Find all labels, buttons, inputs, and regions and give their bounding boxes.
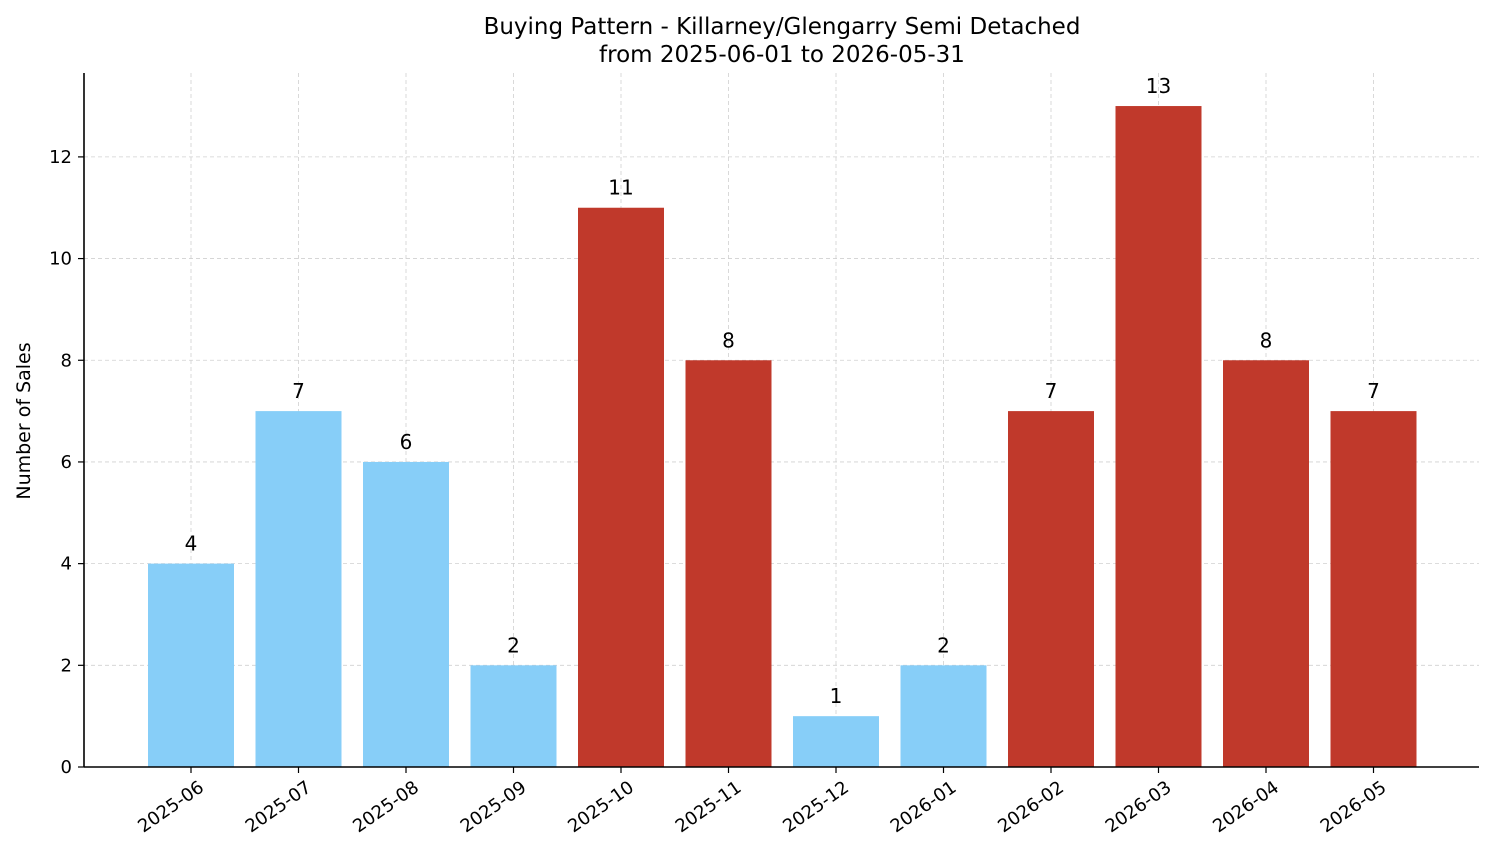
bar-2026-02 [1008,411,1094,767]
data-label-2026-01: 2 [937,633,950,657]
x-tick-label-2025-10: 2025-10 [564,777,638,837]
y-tick-label: 0 [61,757,72,778]
bar-2025-09 [470,665,557,767]
chart-subtitle: from 2025-06-01 to 2026-05-31 [599,42,965,68]
data-label-2025-11: 8 [722,328,735,352]
data-label-2025-09: 2 [507,633,520,657]
bar-2025-11 [685,360,772,767]
bar-2025-08 [363,461,449,767]
bar-2025-12 [793,716,879,767]
y-tick-label: 8 [61,350,72,371]
data-label-2025-06: 4 [185,532,198,556]
data-label-2026-04: 8 [1260,328,1273,352]
bar-2025-06 [148,563,234,767]
bar-2026-03 [1115,106,1202,768]
x-ticks: 2025-06 2025-07 2025-08 2025-09 2025-10 2025-… [134,767,1390,837]
x-tick-label-2026-01: 2026-01 [887,777,961,837]
x-tick-label-2026-02: 2026-02 [994,777,1068,837]
data-label-2026-02: 7 [1045,379,1058,403]
bar-2025-07 [255,411,342,767]
x-tick-label-2025-07: 2025-07 [242,777,316,837]
chart-title: Buying Pattern - Killarney/Glengarry Sem… [484,14,1081,40]
data-label-2025-07: 7 [292,379,305,403]
y-ticks: 0 2 4 6 8 10 12 [49,147,84,778]
x-tick-label-2025-08: 2025-08 [349,777,423,837]
y-tick-label: 2 [61,655,72,676]
data-label-2026-05: 7 [1367,379,1380,403]
data-label-2025-12: 1 [830,684,843,708]
bar-2026-05 [1330,411,1417,767]
data-label-2025-08: 6 [400,430,413,454]
data-labels: 4 7 6 2 11 8 1 2 7 13 8 7 [185,74,1380,708]
x-tick-label-2025-11: 2025-11 [672,777,746,837]
x-tick-label-2025-12: 2025-12 [779,777,853,837]
y-tick-label: 4 [61,554,72,575]
y-tick-label: 12 [49,147,72,168]
y-axis-label: Number of Sales [13,342,35,499]
x-tick-label-2026-04: 2026-04 [1209,777,1283,837]
data-label-2026-03: 13 [1146,74,1171,98]
bars [148,106,1417,768]
data-label-2025-10: 11 [608,176,633,200]
x-tick-label-2025-09: 2025-09 [457,777,531,837]
y-tick-label: 6 [61,452,72,473]
axes [83,73,1479,768]
x-tick-label-2026-05: 2026-05 [1317,777,1391,837]
y-tick-label: 10 [49,249,72,270]
bar-2025-10 [578,207,664,767]
x-tick-label-2026-03: 2026-03 [1102,777,1176,837]
bar-2026-04 [1223,360,1309,767]
bar-2026-01 [900,665,987,767]
x-tick-label-2025-06: 2025-06 [134,777,208,837]
